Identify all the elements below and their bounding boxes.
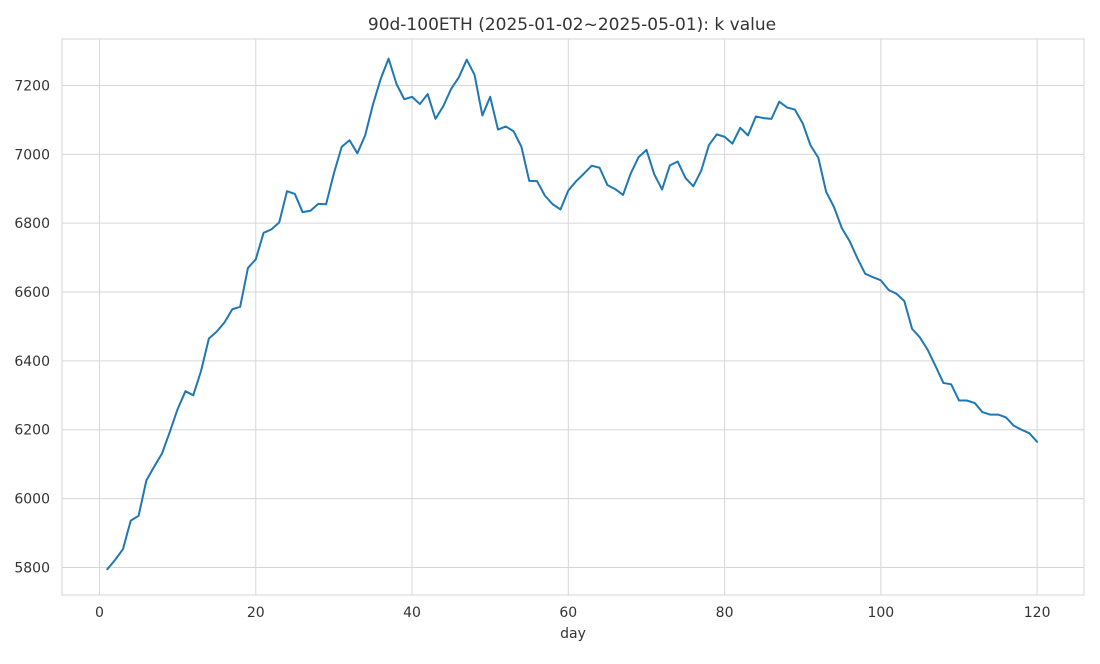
plot-frame: [61, 38, 1085, 596]
y-tick-label: 5800: [14, 560, 50, 576]
y-tick-label: 6800: [14, 216, 50, 232]
series-layer: [106, 57, 1039, 571]
y-tick-label: 6400: [14, 354, 50, 370]
y-tick-label: 7200: [14, 78, 50, 94]
y-tick-label: 6000: [14, 492, 50, 508]
x-tick-label: 60: [559, 605, 577, 621]
x-tick-label: 0: [95, 605, 104, 621]
y-tick-label: 6200: [14, 423, 50, 439]
y-tick-labels: 5800 6000 6200 6400 6600 6800 7000 7200: [14, 78, 50, 576]
y-tick-label: 7000: [14, 147, 50, 163]
y-tick-label: 6600: [14, 285, 50, 301]
x-tick-label: 20: [247, 605, 265, 621]
x-tick-label: 120: [1024, 605, 1051, 621]
x-tick-labels: 0 20 40 60 80 100 120: [95, 605, 1050, 621]
chart-title: 90d-100ETH (2025-01-02~2025-05-01): k va…: [368, 15, 776, 35]
x-tick-label: 40: [403, 605, 421, 621]
grid-lines: [62, 39, 1084, 595]
x-axis-label: day: [560, 626, 586, 642]
x-tick-label: 100: [867, 605, 894, 621]
x-tick-label: 80: [716, 605, 734, 621]
series-line: [106, 57, 1039, 571]
